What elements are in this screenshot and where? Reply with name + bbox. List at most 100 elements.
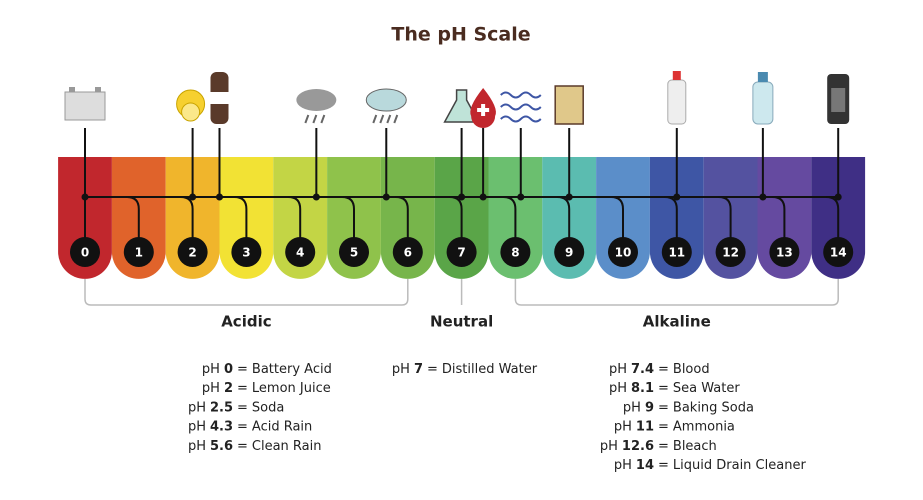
example-substance: = Clean Rain: [237, 438, 322, 453]
ph-prefix: pH: [600, 438, 618, 453]
ph-number: 0: [81, 246, 89, 260]
example-substance: = Battery Acid: [237, 362, 332, 377]
ph-prefix: pH: [202, 362, 220, 377]
number-stem: [718, 196, 732, 252]
ph-number: 5: [350, 246, 358, 260]
ph-number: 10: [615, 246, 632, 260]
icon: [752, 81, 774, 125]
icon: [667, 79, 687, 125]
separator: =: [658, 400, 669, 415]
number-stem: [664, 196, 678, 252]
example-ph: pH 2: [202, 381, 233, 396]
separator: =: [237, 419, 248, 434]
ph-number: 3: [242, 246, 250, 260]
title: The pH Scale: [391, 24, 530, 46]
ph-value: 12.6: [622, 438, 654, 453]
number-circle: [177, 237, 208, 267]
number-stem: [503, 196, 517, 252]
icon: [554, 85, 584, 125]
ph-value: 0: [224, 362, 233, 377]
example-dot: [189, 193, 197, 201]
ph-number: 2: [188, 246, 196, 260]
example-substance: = Liquid Drain Cleaner: [658, 458, 806, 473]
example-ph: pH 9: [623, 400, 654, 415]
example-dot: [458, 193, 466, 201]
example-dot: [517, 193, 525, 201]
group-label: Acidic: [221, 313, 271, 331]
number-circle: [661, 237, 692, 267]
separator: =: [237, 362, 248, 377]
example-ph: pH 12.6: [600, 438, 654, 453]
substance: Clean Rain: [252, 438, 322, 453]
ph-value: 4.3: [210, 419, 233, 434]
ph-prefix: pH: [188, 400, 206, 415]
number-stem: [395, 196, 409, 252]
ph-prefix: pH: [609, 362, 627, 377]
number-circle: [123, 237, 154, 267]
substance: Acid Rain: [252, 419, 312, 434]
separator: =: [658, 438, 669, 453]
group-bracket: [84, 279, 409, 306]
icon: [500, 91, 542, 123]
number-stem: [772, 196, 786, 252]
number-stem: [826, 196, 840, 252]
number-stem: [180, 196, 194, 252]
substance: Lemon Juice: [252, 381, 331, 396]
example-dot: [216, 193, 223, 201]
ph-number: 8: [511, 246, 519, 260]
ph-number: 14: [830, 246, 847, 260]
example-ph: pH 7.4: [609, 362, 654, 377]
number-stem: [288, 196, 302, 252]
ph-number: 7: [457, 246, 465, 260]
substance: Blood: [673, 362, 710, 377]
ph-prefix: pH: [202, 381, 220, 396]
ph-value: 8.1: [631, 381, 654, 396]
example-dot: [673, 193, 681, 201]
example-substance: = Acid Rain: [237, 419, 312, 434]
ph-prefix: pH: [392, 362, 410, 377]
ph-value: 2.5: [210, 400, 233, 415]
substance: Ammonia: [673, 419, 735, 434]
separator: =: [237, 381, 248, 396]
separator: =: [658, 362, 669, 377]
number-stem: [234, 196, 248, 252]
number-circle: [285, 237, 316, 267]
icon: [477, 104, 490, 116]
number-stem: [341, 196, 355, 252]
substance: Baking Soda: [673, 400, 754, 415]
ph-value: 2: [224, 381, 233, 396]
ph-prefix: pH: [188, 438, 206, 453]
icon: [210, 92, 229, 104]
ph-value: 7: [414, 362, 423, 377]
example-substance: = Sea Water: [658, 381, 740, 396]
icon: [181, 102, 201, 122]
number-circle: [231, 237, 262, 267]
example-dot: [81, 193, 89, 201]
ph-prefix: pH: [614, 419, 632, 434]
ph-value: 9: [645, 400, 654, 415]
separator: =: [427, 362, 438, 377]
separator: =: [658, 419, 669, 434]
separator: =: [237, 400, 248, 415]
icon: [831, 88, 846, 112]
substance: Liquid Drain Cleaner: [673, 458, 807, 473]
ph-number: 1: [135, 246, 143, 260]
number-circle: [392, 237, 423, 267]
number-circle: [70, 237, 100, 267]
ph-value: 11: [636, 419, 654, 434]
example-dot: [834, 193, 842, 201]
icon: [372, 114, 399, 124]
ph-value: 14: [636, 458, 654, 473]
example-dot: [759, 193, 767, 201]
substance: Distilled Water: [442, 362, 538, 377]
example-ph: pH 11: [614, 419, 654, 434]
example-ph: pH 8.1: [609, 381, 654, 396]
separator: =: [658, 458, 669, 473]
example-ph: pH 4.3: [188, 419, 233, 434]
example-substance: = Blood: [658, 362, 710, 377]
example-substance: = Lemon Juice: [237, 381, 331, 396]
icon: [672, 71, 681, 80]
substance: Bleach: [673, 438, 717, 453]
example-dot: [382, 193, 390, 201]
example-ph: pH 7: [392, 362, 423, 377]
